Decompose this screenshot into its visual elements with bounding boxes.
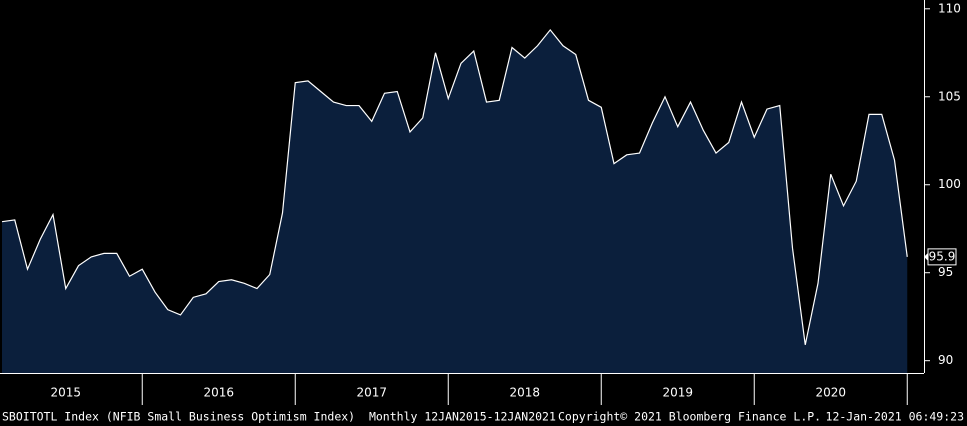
x-tick-label: 2020	[815, 386, 846, 400]
y-tick-label: 110	[938, 1, 961, 15]
x-tick-label: 2017	[356, 386, 387, 400]
line	[1, 28, 908, 345]
x-tick-label: 2018	[509, 386, 540, 400]
x-tick-label: 2016	[203, 386, 234, 400]
x-tick-label: 2019	[662, 386, 693, 400]
x-tick-label: 2015	[50, 386, 81, 400]
y-tick-label: 90	[938, 353, 953, 367]
last-value-label: 95.9	[929, 249, 956, 263]
y-tick-label: 105	[938, 89, 961, 103]
y-tick-label: 100	[938, 177, 961, 191]
footer-copyright: Copyright© 2021 Bloomberg Finance L.P.	[558, 410, 821, 424]
last-value-arrow	[924, 252, 928, 261]
y-tick-label: 95	[938, 265, 953, 279]
area	[2, 29, 908, 373]
footer-timestamp: 12-Jan-2021 06:49:23	[826, 410, 965, 424]
footer-description: SBOITOTL Index (NFIB Small Business Opti…	[2, 410, 556, 424]
